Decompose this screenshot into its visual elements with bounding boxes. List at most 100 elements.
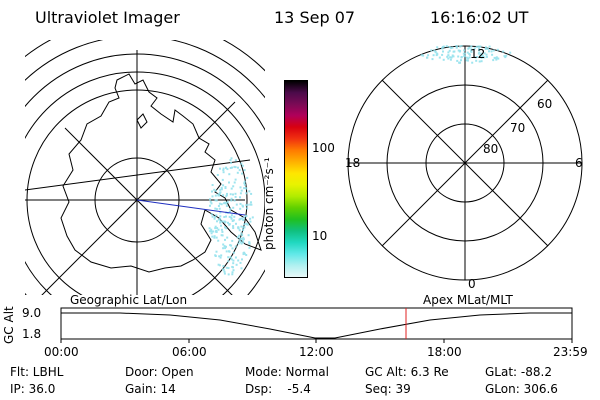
aurora-pixel (220, 254, 223, 257)
pointer-line (136, 199, 246, 216)
mlat-label-60: 60 (537, 97, 552, 111)
aurora-pixel (217, 205, 220, 207)
aurora-pixel (477, 52, 480, 55)
aurora-pixel (229, 159, 232, 162)
aurora-pixel (218, 202, 221, 205)
aurora-pixel (460, 56, 463, 59)
aurora-pixel (230, 214, 233, 217)
aurora-pixel (250, 203, 253, 206)
aurora-pixel (223, 216, 226, 218)
aurora-pixel (232, 225, 235, 228)
x-tick-label: 23:59 (553, 345, 588, 359)
aurora-pixel (236, 236, 239, 239)
aurora-pixel (232, 269, 235, 272)
status-seq: Seq: 39 (365, 382, 411, 396)
aurora-pixel (251, 216, 254, 219)
aurora-pixel (222, 171, 225, 174)
aurora-pixel (214, 194, 217, 197)
aurora-pixel (240, 232, 243, 235)
aurora-pixel (483, 52, 486, 55)
aurora-pixel (230, 187, 233, 190)
aurora-pixel (238, 169, 241, 172)
status-gain: Gain: 14 (125, 382, 176, 396)
geographic-map (25, 40, 265, 295)
aurora-pixel (234, 256, 237, 259)
aurora-pixel (215, 208, 218, 211)
aurora-pixel (234, 192, 237, 195)
aurora-pixel (221, 220, 224, 223)
aurora-pixel (234, 195, 237, 198)
aurora-pixel (230, 161, 233, 164)
aurora-pixel (219, 221, 222, 224)
aurora-pixel (250, 201, 252, 204)
aurora-pixel (236, 171, 239, 174)
aurora-pixel (441, 46, 444, 48)
aurora-pixel (441, 53, 444, 56)
aurora-pixel (226, 168, 229, 171)
aurora-pixel (214, 189, 217, 192)
aurora-pixel (473, 47, 476, 50)
aurora-pixel (246, 223, 249, 226)
aurora-pixel (228, 210, 231, 213)
aurora-pixel (487, 47, 489, 50)
mlt-label-6: 6 (575, 156, 583, 170)
aurora-pixel (434, 51, 437, 54)
aurora-pixel (457, 55, 460, 58)
aurora-pixel (485, 53, 488, 56)
aurora-pixel (240, 225, 243, 228)
aurora-pixel (220, 224, 222, 227)
aurora-pixel (235, 263, 238, 266)
aurora-pixel (228, 223, 231, 226)
x-tick-label: 06:00 (172, 345, 207, 359)
aurora-pixel (220, 203, 223, 206)
aurora-pixel (237, 226, 240, 229)
aurora-pixel (231, 247, 234, 250)
aurora-pixel (239, 196, 241, 199)
aurora-pixel (232, 219, 235, 222)
aurora-pixel (239, 241, 242, 244)
aurora-pixel (231, 166, 233, 169)
aurora-pixel (232, 185, 235, 188)
aurora-pixel (248, 241, 251, 244)
aurora-pixel (232, 206, 235, 209)
aurora-pixel (470, 48, 473, 51)
mlat-label-80: 80 (483, 142, 498, 156)
aurora-pixel (245, 192, 248, 195)
aurora-pixel (221, 230, 224, 233)
timeline-ytick-top: 9.0 (22, 306, 42, 320)
aurora-pixel (462, 52, 465, 55)
aurora-pixel (445, 45, 448, 48)
mlat-label-70: 70 (510, 121, 525, 135)
aurora-pixel (460, 59, 462, 62)
aurora-pixel (239, 186, 242, 189)
aurora-pixel (233, 165, 236, 168)
aurora-pixel (230, 258, 233, 261)
aurora-pixel (242, 238, 245, 241)
status-dsp: Dsp: -5.4 (245, 382, 311, 396)
aurora-pixel (211, 184, 214, 186)
aurora-pixel (222, 268, 224, 271)
aurora-pixel (219, 256, 222, 259)
aurora-pixel (232, 259, 235, 262)
aurora-pixel (210, 228, 213, 231)
aurora-pixel (219, 217, 221, 220)
aurora-pixel (217, 218, 220, 221)
aurora-pixel (239, 202, 242, 205)
aurora-pixel (490, 50, 493, 53)
aurora-pixel (217, 228, 220, 231)
mlt-label-0: 0 (468, 277, 476, 291)
aurora-pixel (231, 239, 234, 242)
aurora-pixel (447, 54, 450, 57)
aurora-pixel (219, 220, 222, 223)
aurora-pixel (466, 51, 469, 54)
aurora-pixel (211, 190, 213, 193)
aurora-pixel (450, 56, 453, 59)
aurora-pixel (433, 49, 436, 52)
aurora-pixel (217, 263, 220, 266)
aurora-pixel (214, 207, 217, 210)
aurora-pixel (479, 54, 482, 57)
aurora-pixel (229, 167, 232, 169)
aurora-pixel (245, 254, 248, 256)
aurora-pixel (226, 192, 228, 195)
aurora-pixel (488, 50, 490, 53)
